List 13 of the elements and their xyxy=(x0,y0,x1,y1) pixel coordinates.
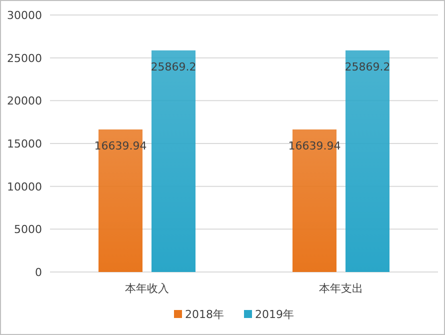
y-tick-label: 30000 xyxy=(7,9,42,22)
y-tick-label: 25000 xyxy=(7,52,42,65)
legend-label: 2018年 xyxy=(185,308,224,321)
y-tick-label: 15000 xyxy=(7,138,42,150)
x-tick-label: 本年支出 xyxy=(319,282,363,295)
legend-label: 2019年 xyxy=(255,308,294,321)
data-label: 25869.2 xyxy=(344,60,390,74)
x-tick-label: 本年收入 xyxy=(125,282,169,295)
y-tick-label: 0 xyxy=(35,266,42,279)
y-tick-label: 10000 xyxy=(7,180,42,194)
y-tick-label: 20000 xyxy=(7,94,42,108)
y-tick-label: 5000 xyxy=(14,223,42,236)
data-label: 25869.2 xyxy=(150,60,196,74)
